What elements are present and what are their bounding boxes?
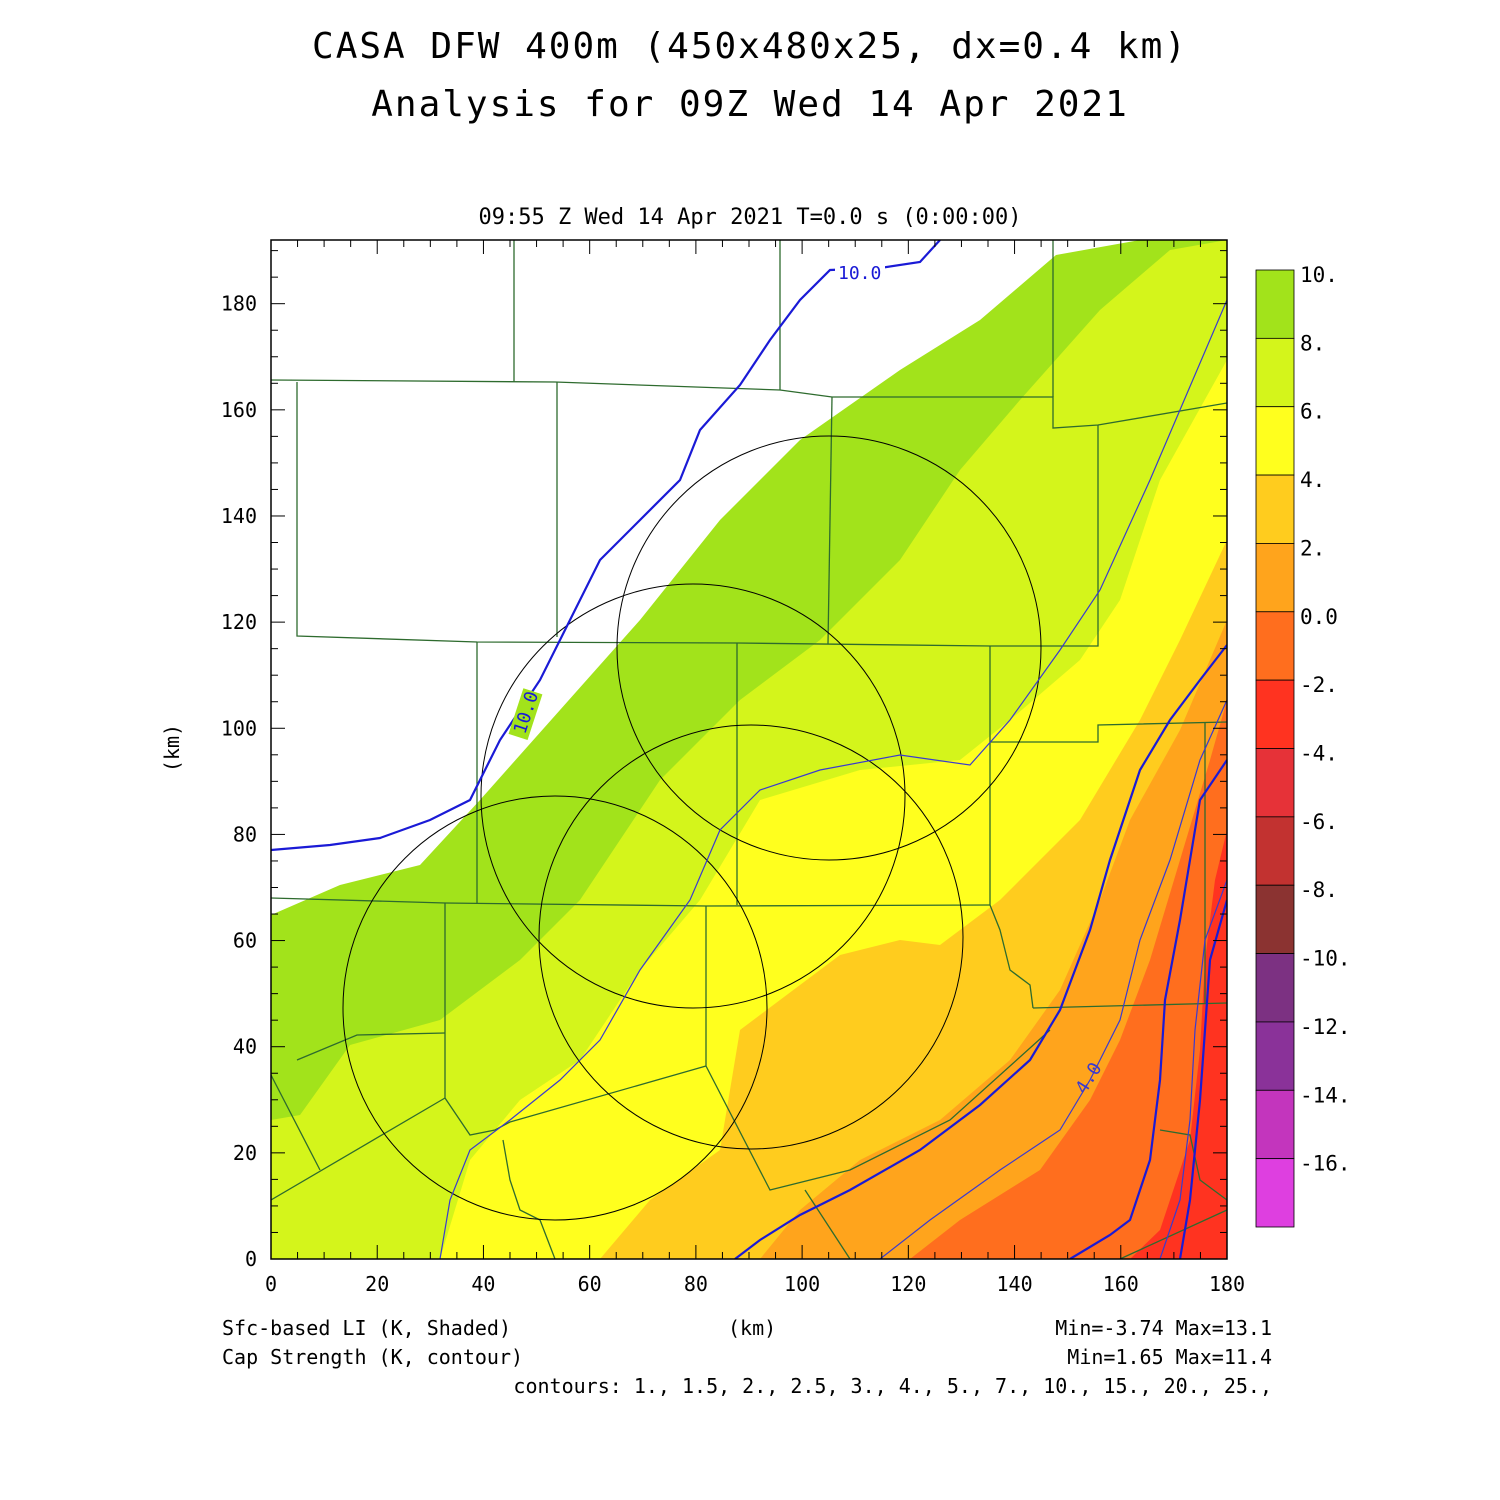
colorbar-swatch — [1255, 748, 1295, 818]
cap-contour-10 — [271, 240, 941, 852]
y-tick-label: 60 — [233, 929, 257, 953]
x-tick-label: 100 — [784, 1272, 820, 1296]
county-line — [827, 396, 833, 645]
colorbar-label: -8. — [1300, 878, 1338, 902]
colorbar-label: -10. — [1300, 947, 1351, 971]
county-line — [296, 1032, 446, 1061]
cap-contour-lower — [1069, 759, 1227, 1259]
colorbar-label: 10. — [1300, 263, 1338, 287]
colorbar-label: 4. — [1300, 468, 1325, 492]
county-line — [271, 1097, 446, 1201]
county-line — [989, 646, 1034, 1009]
footer-field-2: Cap Strength (K, contour) — [222, 1345, 524, 1369]
colorbar-label: -16. — [1300, 1152, 1351, 1176]
county-line — [1119, 1209, 1227, 1259]
y-tick-label: 140 — [221, 504, 257, 528]
x-tick-label: 20 — [365, 1272, 389, 1296]
radar-ring — [616, 435, 1042, 861]
li-band-neg4-neg2 — [1130, 830, 1227, 1259]
x-tick-label: 0 — [265, 1272, 277, 1296]
colorbar-swatch — [1255, 679, 1295, 749]
contour-label-bg — [508, 688, 543, 741]
colorbar-swatch — [1255, 816, 1295, 886]
county-line — [1032, 1002, 1227, 1009]
county-line — [705, 906, 1051, 1191]
footer-field-1: Sfc-based LI (K, Shaded) — [222, 1316, 511, 1340]
x-tick-label: 140 — [996, 1272, 1032, 1296]
axis-tick-labels: 0 20 40 60 80 100 120 140 160 180 0 20 40 60 80 100 120 1… — [221, 292, 1245, 1296]
title-line-2: Analysis for 09Z Wed 14 Apr 2021 — [371, 84, 1129, 125]
radar-rings — [342, 435, 1042, 1221]
colorbar-label: -4. — [1300, 742, 1338, 766]
colorbar-swatch — [1255, 269, 1295, 339]
li-band-neg2-0 — [910, 700, 1227, 1259]
colorbar-swatch — [1255, 337, 1295, 408]
li-contours — [439, 299, 1227, 1259]
county-line — [271, 379, 1227, 429]
title-line-1: CASA DFW 400m (450x480x25, dx=0.4 km) — [312, 26, 1188, 67]
li-contour — [879, 699, 1227, 1259]
county-line — [271, 1074, 321, 1171]
li-contour — [1159, 879, 1227, 1259]
colorbar-swatch — [1255, 474, 1295, 544]
axis-ticks — [270, 240, 1228, 1260]
colorbar-swatch — [1255, 1158, 1295, 1228]
cap-contour-4 — [734, 644, 1227, 1259]
x-axis-label: (km) — [728, 1316, 777, 1340]
colorbar-swatch — [1255, 884, 1295, 954]
y-tick-label: 80 — [233, 822, 257, 846]
y-tick-label: 0 — [245, 1247, 257, 1271]
footer-range-1: Min=-3.74 Max=13.1 — [1055, 1316, 1272, 1340]
colorbar-label: -2. — [1300, 673, 1338, 697]
x-tick-label: 120 — [890, 1272, 926, 1296]
colorbar-swatch — [1255, 1089, 1295, 1160]
y-tick-label: 160 — [221, 398, 257, 422]
x-tick-label: 80 — [684, 1272, 708, 1296]
valid-time: 09:55 Z Wed 14 Apr 2021 T=0.0 s (0:00:00… — [478, 205, 1022, 230]
x-tick-label: 60 — [578, 1272, 602, 1296]
contour-label-bg — [835, 262, 885, 282]
county-line — [804, 1189, 851, 1259]
colorbar-label: 2. — [1300, 536, 1325, 560]
colorbar-label: -12. — [1300, 1015, 1351, 1039]
colorbar: 10. 8. 6. 4. 2. 0.0 -2. -4. -6. -8. -10. -12. -14. -1… — [1255, 263, 1351, 1228]
cap-contour-edge — [1178, 899, 1227, 1259]
colorbar-swatch — [1255, 611, 1295, 681]
y-tick-label: 100 — [221, 716, 257, 740]
x-tick-label: 40 — [471, 1272, 495, 1296]
colorbar-swatch — [1255, 953, 1295, 1023]
county-line — [271, 897, 991, 907]
radar-ring — [342, 795, 768, 1221]
radar-ring — [538, 724, 964, 1150]
contour-label: 10.0 — [838, 263, 881, 284]
colorbar-label: 6. — [1300, 400, 1325, 424]
li-shading — [271, 240, 1227, 1259]
colorbar-swatch — [1255, 543, 1295, 613]
colorbar-label: 8. — [1300, 331, 1325, 355]
y-tick-label: 40 — [233, 1035, 257, 1059]
colorbar-label: 0.0 — [1300, 605, 1338, 629]
cap-contours — [271, 240, 1227, 1259]
x-tick-label: 180 — [1209, 1272, 1245, 1296]
y-tick-label: 120 — [221, 610, 257, 634]
colorbar-label: -14. — [1300, 1083, 1351, 1107]
colorbar-swatch — [1255, 406, 1295, 476]
footer-contours: contours: 1., 1.5, 2., 2.5, 3., 4., 5., … — [513, 1374, 1272, 1398]
county-line — [502, 1139, 556, 1259]
county-line — [990, 721, 1227, 743]
y-tick-label: 180 — [221, 292, 257, 316]
y-axis-label: (km) — [160, 723, 185, 773]
x-tick-label: 160 — [1103, 1272, 1139, 1296]
li-contour — [439, 299, 1227, 1259]
y-tick-label: 20 — [233, 1141, 257, 1165]
footer-range-2: Min=1.65 Max=11.4 — [1067, 1345, 1272, 1369]
colorbar-swatch — [1255, 1021, 1295, 1091]
radar-ring — [480, 583, 906, 1009]
colorbar-label: -6. — [1300, 810, 1338, 834]
